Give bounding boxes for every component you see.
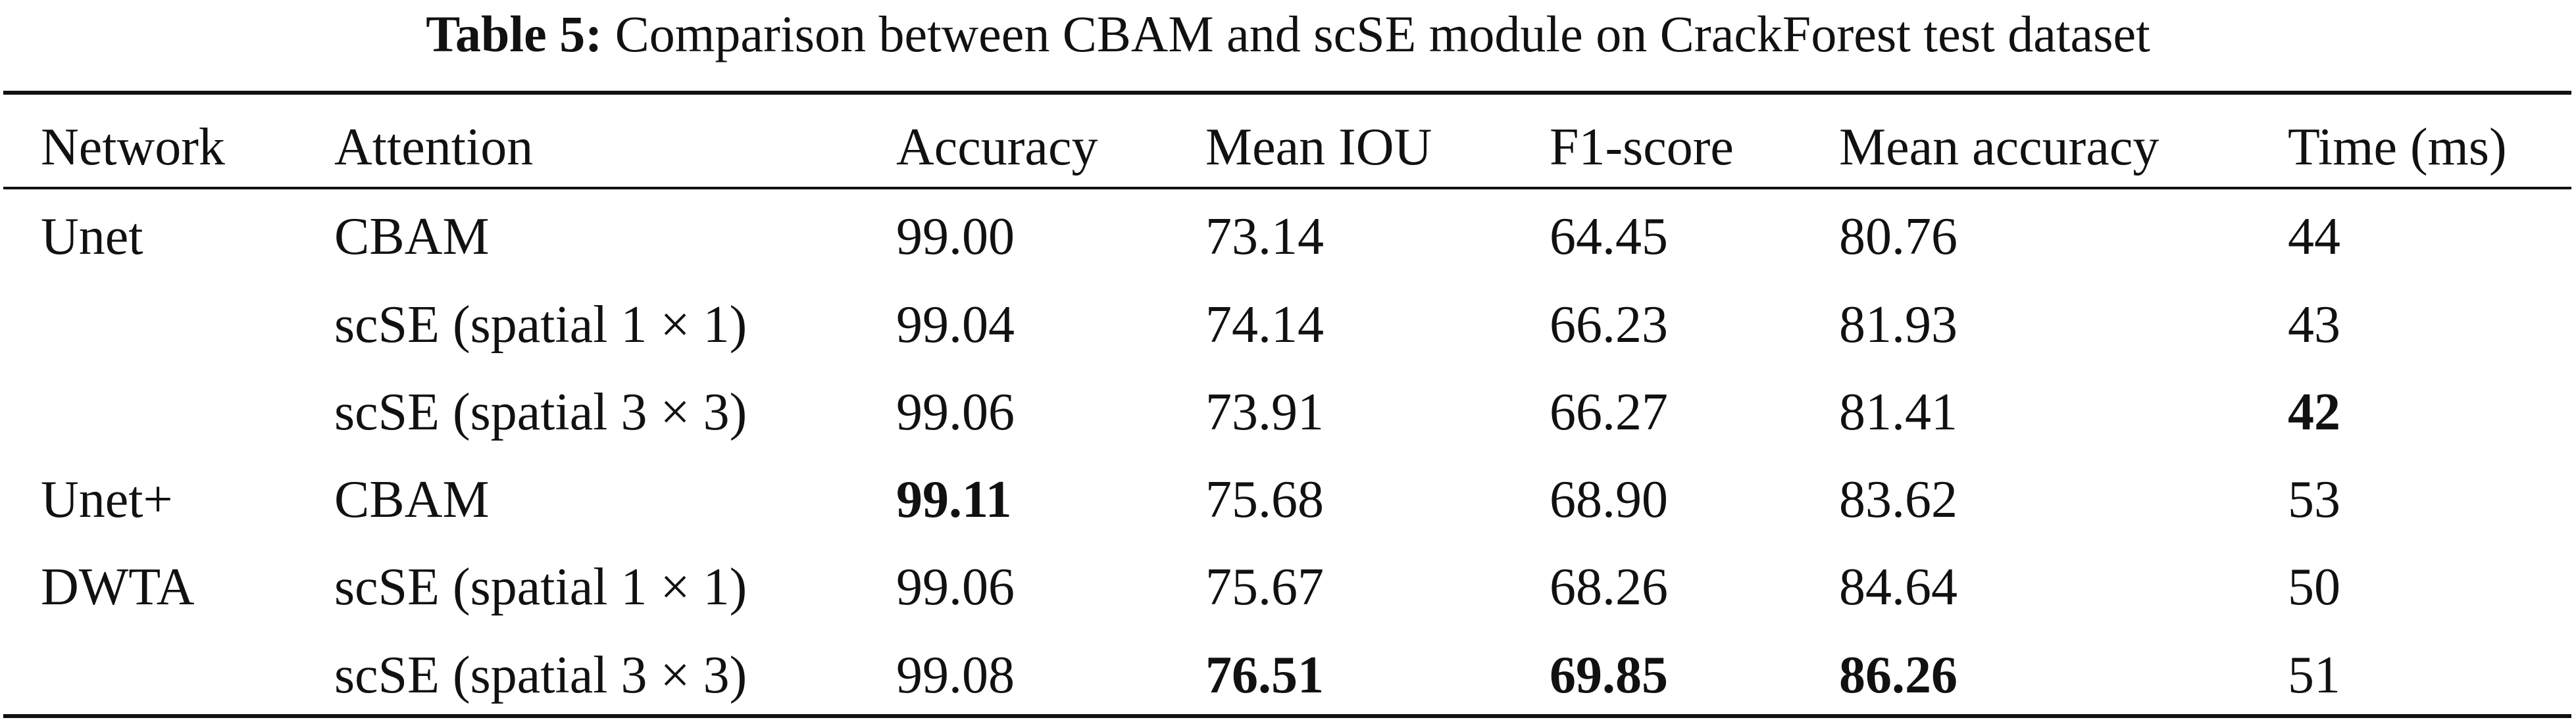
table-cell-accuracy: 99.06 bbox=[896, 558, 1015, 616]
table-cell-f1: 66.27 bbox=[1550, 383, 1668, 441]
header-network: Network bbox=[41, 118, 225, 176]
table-caption: Table 5: Comparison between CBAM and scS… bbox=[0, 3, 2576, 66]
table-cell-attention: scSE (spatial 1 × 1) bbox=[334, 296, 747, 354]
table-cell-mean-accuracy: 80.76 bbox=[1839, 208, 1957, 266]
table-cell-accuracy-best: 99.11 bbox=[896, 471, 1012, 529]
table-top-rule bbox=[3, 91, 2571, 95]
table-cell-time-best: 42 bbox=[2288, 383, 2340, 441]
header-f1-score: F1-score bbox=[1550, 118, 1734, 176]
table-cell-mean-accuracy-best: 86.26 bbox=[1839, 646, 1957, 704]
table-cell-mean-iou: 73.14 bbox=[1205, 208, 1324, 266]
table-cell-time: 44 bbox=[2288, 208, 2340, 266]
header-attention: Attention bbox=[334, 118, 534, 176]
table-cell-f1: 68.90 bbox=[1550, 471, 1668, 529]
network-unet-dwta-line2: DWTA bbox=[41, 558, 195, 616]
table-cell-f1: 66.23 bbox=[1550, 296, 1668, 354]
header-mean-accuracy: Mean accuracy bbox=[1839, 118, 2159, 176]
table-cell-time: 50 bbox=[2288, 558, 2340, 616]
table-cell-attention: CBAM bbox=[334, 471, 490, 529]
table-cell-attention: scSE (spatial 3 × 3) bbox=[334, 383, 747, 441]
table-caption-label: Table 5: bbox=[426, 5, 603, 62]
table-cell-mean-iou: 75.68 bbox=[1205, 471, 1324, 529]
table-cell-time: 53 bbox=[2288, 471, 2340, 529]
table-cell-accuracy: 99.00 bbox=[896, 208, 1015, 266]
table-cell-mean-iou: 73.91 bbox=[1205, 383, 1324, 441]
table-cell-mean-accuracy: 81.41 bbox=[1839, 383, 1957, 441]
table-cell-attention: CBAM bbox=[334, 208, 490, 266]
table-cell-mean-accuracy: 83.62 bbox=[1839, 471, 1957, 529]
table-cell-mean-accuracy: 84.64 bbox=[1839, 558, 1957, 616]
network-unet: Unet bbox=[41, 208, 143, 266]
table-cell-attention: scSE (spatial 1 × 1) bbox=[334, 558, 747, 616]
table-caption-text: Comparison between CBAM and scSE module … bbox=[615, 5, 2150, 62]
table-cell-time: 43 bbox=[2288, 296, 2340, 354]
table-cell-accuracy: 99.08 bbox=[896, 646, 1015, 704]
table-cell-f1: 64.45 bbox=[1550, 208, 1668, 266]
table-cell-attention: scSE (spatial 3 × 3) bbox=[334, 646, 747, 704]
header-time: Time (ms) bbox=[2288, 118, 2507, 176]
table-bottom-rule bbox=[3, 714, 2571, 718]
header-mean-iou: Mean IOU bbox=[1205, 118, 1432, 176]
table-cell-accuracy: 99.04 bbox=[896, 296, 1015, 354]
table-cell-mean-iou: 75.67 bbox=[1205, 558, 1324, 616]
table-cell-mean-accuracy: 81.93 bbox=[1839, 296, 1957, 354]
table-cell-accuracy: 99.06 bbox=[896, 383, 1015, 441]
table-cell-f1-best: 69.85 bbox=[1550, 646, 1668, 704]
table-cell-mean-iou-best: 76.51 bbox=[1205, 646, 1324, 704]
table-cell-f1: 68.26 bbox=[1550, 558, 1668, 616]
header-accuracy: Accuracy bbox=[896, 118, 1098, 176]
network-unet-dwta-line1: Unet+ bbox=[41, 471, 173, 529]
table-header-rule bbox=[3, 187, 2571, 189]
table-cell-mean-iou: 74.14 bbox=[1205, 296, 1324, 354]
table-cell-time: 51 bbox=[2288, 646, 2340, 704]
